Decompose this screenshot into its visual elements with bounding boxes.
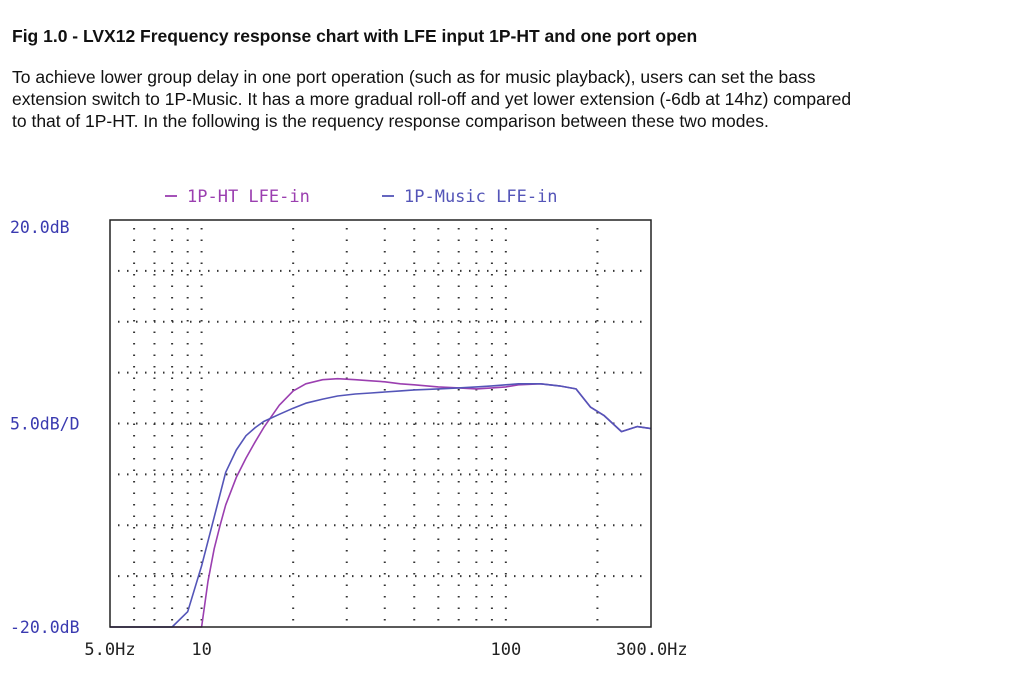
series-line-1	[110, 377, 652, 628]
paragraph-line: extension switch to 1P-Music. It has a m…	[12, 89, 852, 109]
chart-grid	[118, 228, 649, 623]
frequency-response-chart: 1P-HT LFE-in 1P-Music LFE-in 20.0dB 5.0dB/…	[10, 187, 688, 660]
y-tick-label: -20.0dB	[10, 618, 80, 637]
legend-label: 1P-Music LFE-in	[404, 187, 558, 207]
chart-series-group	[110, 377, 652, 628]
x-tick-label: 100	[490, 640, 521, 660]
chart-legend: 1P-HT LFE-in 1P-Music LFE-in	[165, 187, 558, 207]
x-axis-tick-labels: 5.0Hz 10 100 300.0Hz	[84, 640, 687, 660]
legend-label: 1P-HT LFE-in	[187, 187, 310, 207]
figure-heading: Fig 1.0 - LVX12 Frequency response chart…	[12, 26, 698, 46]
y-tick-label: 5.0dB/D	[10, 415, 80, 434]
plot-frame	[109, 219, 652, 628]
x-tick-label: 5.0Hz	[84, 640, 135, 660]
paragraph-line: to that of 1P-HT. In the following is th…	[12, 111, 769, 131]
document: Fig 1.0 - LVX12 Frequency response chart…	[12, 24, 1012, 132]
paragraph-line: To achieve lower group delay in one port…	[12, 67, 816, 87]
description-paragraph: To achieve lower group delay in one port…	[12, 66, 1012, 132]
y-axis-tick-labels: 20.0dB 5.0dB/D -20.0dB	[10, 218, 80, 637]
y-tick-label: 20.0dB	[10, 218, 70, 237]
series-line-2	[110, 383, 652, 628]
x-tick-label: 300.0Hz	[616, 640, 688, 660]
x-tick-label: 10	[191, 640, 211, 660]
